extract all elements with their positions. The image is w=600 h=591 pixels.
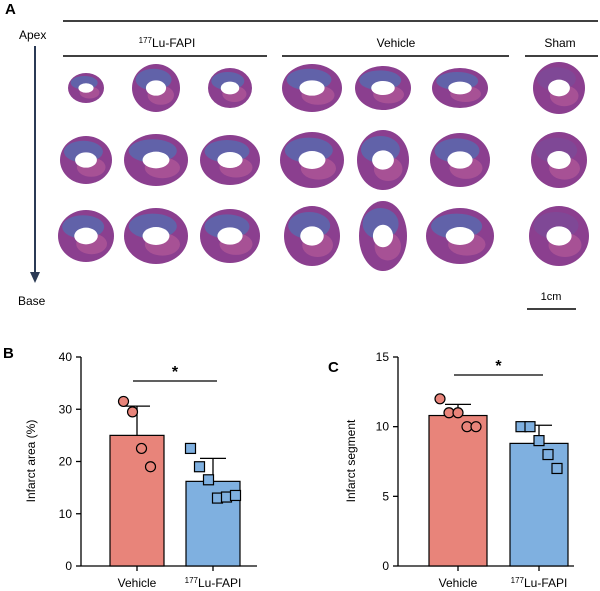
heart-section xyxy=(533,62,585,114)
y-tick-label: 30 xyxy=(59,402,73,416)
heart-section-lumen xyxy=(220,81,240,95)
chart-c-ylabel: Infarct segment xyxy=(344,419,358,502)
heart-section xyxy=(200,209,260,263)
heart-section xyxy=(208,68,252,108)
data-point xyxy=(202,474,215,486)
x-tick-label: Vehicle xyxy=(118,576,157,590)
heart-section-lumen xyxy=(372,224,394,248)
y-tick-label: 40 xyxy=(59,350,73,364)
data-point xyxy=(229,489,242,502)
data-point xyxy=(135,442,148,455)
heart-section-lumen xyxy=(217,227,243,245)
panel-a: A Apex Base 177Lu-FAPI Vehicle Sham 1cm xyxy=(5,1,598,310)
heart-section xyxy=(200,135,260,185)
chart-b: 0 10 20 30 40 Vehicle 177Lu-FAPI * xyxy=(59,350,257,590)
heart-section-lumen xyxy=(145,80,167,96)
y-tick-label: 0 xyxy=(65,559,72,573)
heart-section xyxy=(124,134,188,186)
data-point xyxy=(184,442,197,455)
heart-section xyxy=(529,206,589,266)
heart-section-lumen xyxy=(548,79,570,97)
heart-section xyxy=(432,68,488,108)
heart-section-lumen xyxy=(142,227,170,245)
heart-section-lumen xyxy=(217,152,243,168)
heart-section xyxy=(280,132,344,188)
heart-section xyxy=(124,208,188,264)
data-point xyxy=(551,462,563,475)
heart-section-lumen xyxy=(142,151,170,169)
heart-section-lumen xyxy=(547,151,571,169)
data-point xyxy=(470,421,482,433)
heart-section-lumen xyxy=(447,151,473,169)
data-point xyxy=(117,395,130,408)
y-tick-label: 20 xyxy=(59,455,73,469)
data-point xyxy=(126,406,139,418)
group-label-vehicle: Vehicle xyxy=(377,36,416,50)
heart-section xyxy=(531,132,587,188)
panel-c: C Infarct segment 0 5 10 15 Vehicle 177Lu-FAP… xyxy=(328,350,574,590)
heart-section xyxy=(430,133,490,187)
group-label-lu-fapi: 177Lu-FAPI xyxy=(139,36,196,50)
x-tick-label: 177Lu-FAPI xyxy=(511,576,568,590)
panel-b: B Infarct area (%) 0 10 20 30 40 Vehicle 177Lu… xyxy=(3,345,257,590)
heart-section xyxy=(357,130,409,190)
heart-section-lumen xyxy=(298,151,326,169)
y-tick-label: 0 xyxy=(382,559,389,573)
heart-section xyxy=(426,208,494,264)
data-point xyxy=(452,407,464,419)
heart-section xyxy=(58,210,114,262)
base-label: Base xyxy=(18,294,46,308)
y-tick-label: 10 xyxy=(59,507,73,521)
chart-b-ylabel: Infarct area (%) xyxy=(24,420,38,503)
data-point xyxy=(144,461,157,473)
heart-section xyxy=(355,66,411,110)
heart-section-lumen xyxy=(445,227,475,245)
heart-section xyxy=(284,206,340,266)
data-point xyxy=(542,448,554,461)
y-tick-label: 15 xyxy=(376,350,390,364)
apex-label: Apex xyxy=(19,28,46,42)
data-point xyxy=(434,393,446,405)
heart-section-lumen xyxy=(371,80,395,96)
bar xyxy=(109,434,165,567)
y-tick-label: 5 xyxy=(382,489,389,503)
x-tick-label: 177Lu-FAPI xyxy=(185,576,242,590)
heart-section-lumen xyxy=(546,226,572,246)
group-label-sham: Sham xyxy=(544,36,575,50)
panel-b-label: B xyxy=(3,345,14,362)
x-tick-label: Vehicle xyxy=(439,576,478,590)
y-tick-label: 10 xyxy=(376,420,390,434)
chart-c: 0 5 10 15 Vehicle 177Lu-FAPI * xyxy=(376,350,574,590)
significance-marker: * xyxy=(172,364,179,381)
heart-section-lumen xyxy=(300,226,324,246)
bar xyxy=(509,442,569,567)
heart-sections xyxy=(58,62,589,271)
data-point xyxy=(524,421,536,433)
significance-marker: * xyxy=(495,358,502,375)
heart-section xyxy=(132,64,180,112)
heart-section-lumen xyxy=(74,227,98,245)
panel-c-label: C xyxy=(328,359,339,376)
heart-section-lumen xyxy=(75,152,97,168)
heart-section xyxy=(359,201,407,271)
heart-section xyxy=(60,136,112,184)
heart-section xyxy=(68,73,104,103)
heart-section-lumen xyxy=(78,83,94,93)
data-point xyxy=(193,461,206,473)
heart-section xyxy=(282,64,342,112)
heart-section-lumen xyxy=(299,80,325,96)
data-point xyxy=(533,435,545,447)
heart-section-lumen xyxy=(448,81,472,95)
heart-section-lumen xyxy=(372,150,394,170)
bar xyxy=(428,414,488,567)
panel-a-label: A xyxy=(5,1,16,18)
scale-bar-label: 1cm xyxy=(541,291,562,303)
apex-to-base-arrowhead xyxy=(30,272,40,283)
